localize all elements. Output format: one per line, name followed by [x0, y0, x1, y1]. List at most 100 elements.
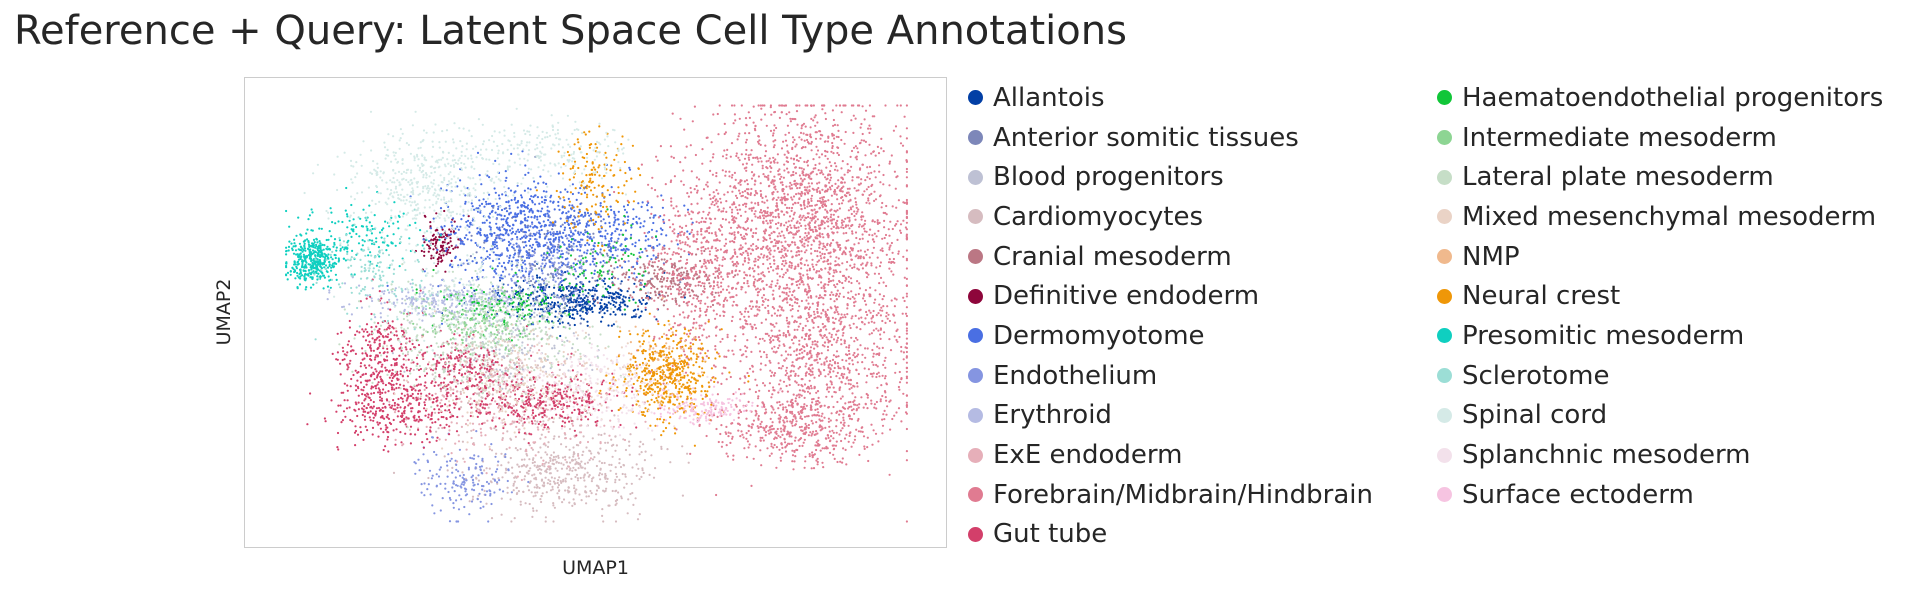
scatter-point	[769, 211, 772, 214]
scatter-point	[774, 209, 778, 212]
scatter-point	[538, 245, 541, 248]
scatter-point	[575, 473, 579, 476]
scatter-point	[593, 304, 596, 307]
scatter-point	[824, 154, 827, 158]
scatter-point	[604, 229, 607, 232]
scatter-point	[658, 268, 661, 271]
scatter-point	[472, 489, 476, 492]
scatter-point	[532, 304, 535, 307]
scatter-point	[510, 232, 513, 235]
scatter-point	[764, 215, 768, 218]
scatter-point	[460, 400, 463, 403]
scatter-point	[679, 281, 682, 284]
scatter-point	[516, 236, 519, 239]
scatter-point	[405, 295, 408, 298]
scatter-point	[567, 486, 570, 489]
scatter-point	[626, 512, 629, 515]
scatter-point	[768, 251, 771, 254]
scatter-point	[534, 194, 537, 197]
scatter-point	[531, 234, 534, 238]
scatter-point	[448, 520, 452, 523]
scatter-point	[627, 278, 630, 281]
scatter-point	[564, 455, 567, 458]
scatter-point	[885, 213, 888, 216]
scatter-point	[473, 302, 476, 305]
scatter-point	[488, 319, 491, 323]
scatter-point	[567, 252, 570, 255]
scatter-point	[756, 287, 759, 290]
scatter-point	[642, 263, 645, 266]
scatter-point	[766, 222, 769, 225]
scatter-point	[638, 217, 641, 220]
scatter-point	[442, 254, 445, 257]
scatter-point	[448, 496, 451, 500]
scatter-point	[513, 420, 516, 423]
scatter-point	[505, 448, 508, 451]
scatter-point	[504, 170, 507, 173]
scatter-point	[489, 300, 492, 303]
scatter-point	[525, 244, 528, 247]
scatter-point	[861, 233, 864, 236]
scatter-point	[598, 311, 601, 314]
scatter-point	[559, 217, 562, 220]
scatter-point	[442, 235, 445, 238]
scatter-point	[623, 300, 626, 303]
scatter-point	[659, 277, 663, 281]
scatter-point	[528, 502, 531, 506]
scatter-point	[431, 474, 434, 477]
scatter-point	[803, 203, 806, 206]
scatter-point	[712, 153, 715, 156]
scatter-point	[779, 181, 783, 184]
scatter-point	[649, 291, 652, 295]
scatter-point	[744, 310, 747, 313]
scatter-point	[611, 282, 614, 285]
scatter-point	[513, 215, 516, 218]
scatter-point	[555, 274, 558, 277]
scatter-point	[621, 472, 624, 476]
scatter-point	[652, 476, 656, 479]
scatter-point	[520, 194, 523, 197]
scatter-point	[890, 260, 893, 264]
scatter-point	[708, 253, 711, 256]
scatter-point	[619, 229, 623, 232]
scatter-point	[834, 182, 837, 185]
scatter-point	[732, 201, 735, 204]
scatter-point	[579, 202, 582, 206]
scatter-point	[563, 199, 566, 202]
scatter-point	[817, 186, 820, 190]
scatter-point	[863, 118, 866, 121]
scatter-point	[447, 453, 450, 456]
scatter-point	[545, 182, 548, 185]
scatter-point	[531, 243, 535, 246]
scatter-point	[483, 443, 487, 446]
scatter-point	[470, 234, 473, 237]
scatter-point	[576, 292, 579, 296]
scatter-point	[860, 122, 863, 126]
scatter-point	[457, 440, 461, 443]
scatter-point	[828, 181, 831, 184]
scatter-point	[406, 353, 409, 356]
scatter-point	[750, 149, 753, 152]
scatter-point	[565, 212, 568, 215]
scatter-point	[576, 418, 579, 421]
scatter-point	[530, 446, 533, 450]
scatter-point	[821, 198, 824, 201]
scatter-point	[624, 229, 627, 232]
scatter-point	[441, 259, 444, 262]
scatter-point	[905, 221, 909, 224]
scatter-point	[446, 233, 449, 236]
scatter-point	[491, 209, 494, 212]
scatter-point	[574, 270, 577, 273]
scatter-point	[488, 176, 491, 179]
scatter-point	[631, 491, 634, 495]
scatter-point	[651, 277, 654, 280]
scatter-point	[615, 475, 618, 478]
scatter-point	[509, 395, 512, 398]
scatter-point	[650, 297, 653, 300]
scatter-point	[613, 220, 616, 223]
scatter-point	[782, 260, 785, 263]
scatter-point	[670, 266, 674, 269]
scatter-point	[526, 417, 529, 420]
scatter-point	[831, 184, 834, 187]
scatter-point	[857, 208, 860, 211]
